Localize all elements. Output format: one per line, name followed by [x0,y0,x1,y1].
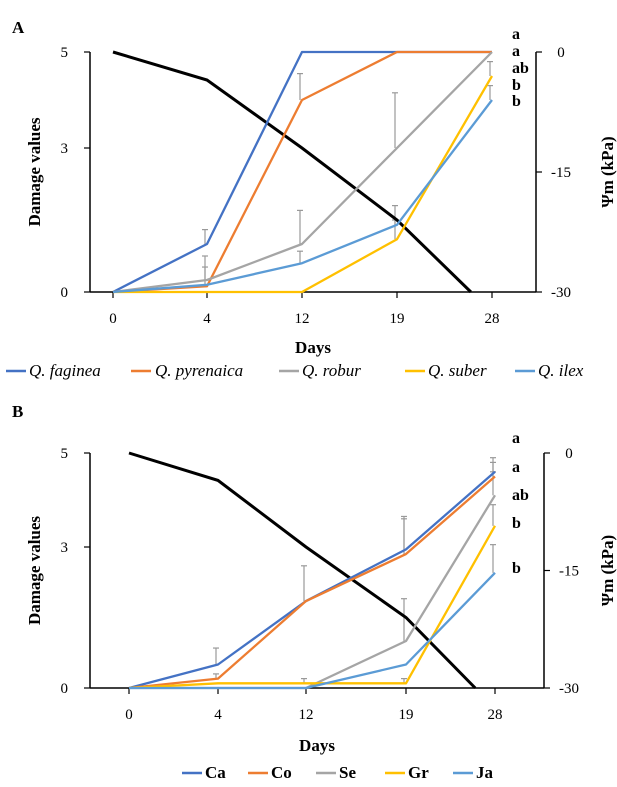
x-axis-title: Days [299,736,335,755]
y-tick-label: 0 [61,681,69,697]
y2-tick-label: -15 [559,564,579,580]
legend-label: Q. robur [302,361,361,380]
significance-letter: b [512,560,521,577]
series-line [128,525,497,690]
y-tick-label: 3 [61,141,69,157]
x-tick-label: 19 [399,707,414,723]
panel-label: B [12,402,23,421]
y2-tick-label: 0 [557,45,565,61]
y-axis-title: Damage values [25,117,44,226]
legend-label: Gr [408,763,429,782]
series-line [128,470,496,690]
legend-label: Q. pyrenaica [155,361,243,380]
chart-panel-b: B 0 3 5 0 -15 -30 0 4 12 19 28 Days Damage values Ψm (… [12,402,617,782]
x-tick-label: 4 [203,311,211,327]
water-potential-line [112,50,472,294]
y-tick-label: 0 [61,285,69,301]
series-line [112,51,493,294]
x-tick-label: 28 [485,311,500,327]
y2-axis-title: Ψm (kPa) [598,535,617,606]
series-line [129,572,496,690]
x-axis-title: Days [295,338,331,357]
legend-label: Ja [476,763,494,782]
x-tick-label: 0 [125,707,133,723]
y-tick-label: 5 [61,45,69,61]
significance-letter: ab [512,487,529,504]
significance-letter: b [512,93,521,110]
x-tick-label: 19 [390,311,405,327]
legend-label: Se [339,763,356,782]
legend-label: Ca [205,763,226,782]
significance-letter: b [512,515,521,532]
significance-letter: a [512,43,520,60]
legend-label: Q. faginea [29,361,101,380]
chart-panel-a: A 0 3 5 0 -15 -30 0 4 12 19 28 Days Damage values Ψm (… [6,18,617,380]
legend-label: Q. suber [428,361,487,380]
x-tick-label: 12 [295,311,310,327]
y-axis-title: Damage values [25,516,44,625]
legend: Ca Co Se Gr Ja [182,763,494,782]
significance-letter: a [512,459,520,476]
legend: Q. faginea Q. pyrenaica Q. robur Q. suber Q.… [6,361,584,380]
legend-label: Co [271,763,292,782]
y2-tick-label: 0 [565,446,573,462]
x-tick-label: 4 [214,707,222,723]
y2-tick-label: -30 [559,681,579,697]
y2-axis-title: Ψm (kPa) [598,136,617,207]
y-tick-label: 5 [61,446,69,462]
x-tick-label: 12 [299,707,314,723]
y2-tick-label: -15 [551,165,571,181]
significance-letter: a [512,26,520,43]
significance-letter: a [512,430,520,447]
y2-tick-label: -30 [551,285,571,301]
x-tick-label: 0 [109,311,117,327]
series-line [128,475,496,690]
series-line [112,99,493,294]
x-tick-label: 28 [488,707,503,723]
panel-label: A [12,18,25,37]
y-tick-label: 3 [61,540,69,556]
significance-letter: b [512,77,521,94]
legend-label: Q. ilex [538,361,584,380]
significance-letter: ab [512,60,529,77]
